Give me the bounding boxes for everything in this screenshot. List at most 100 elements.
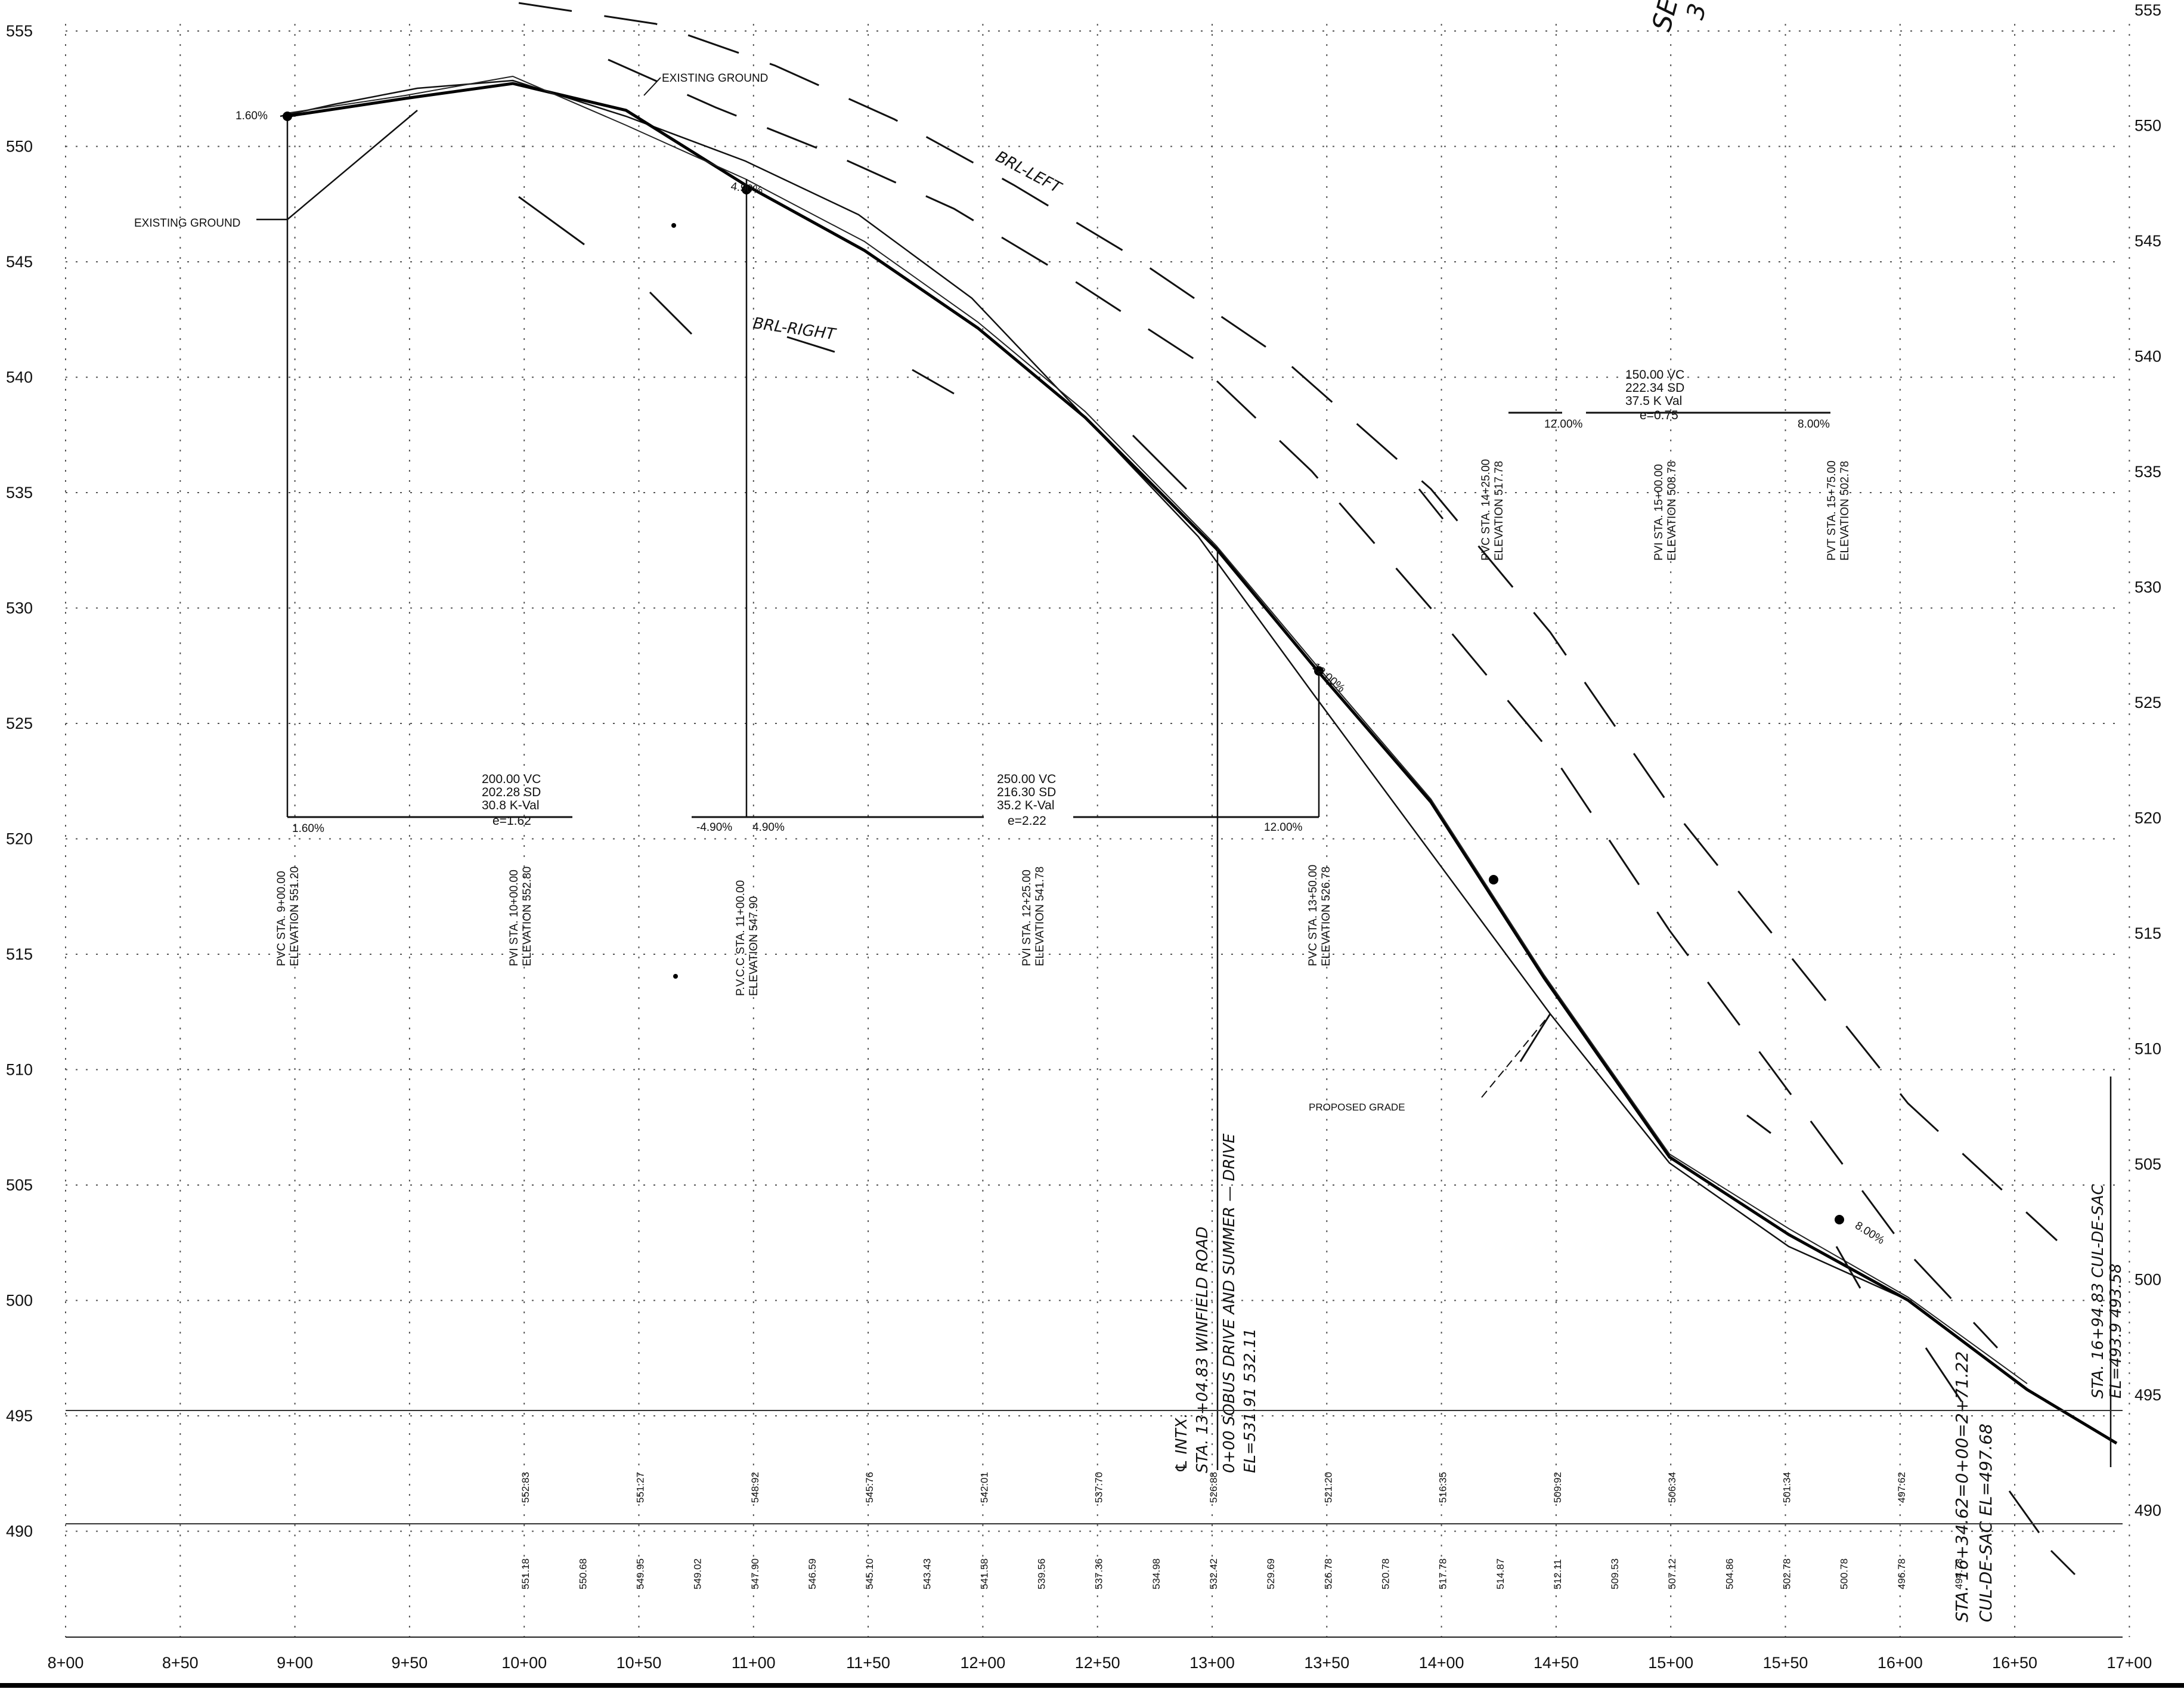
elevation-label-left: 515 [6, 945, 33, 963]
pvi3-elevation: ELEVATION 508.78 [1666, 461, 1678, 561]
station-label: 12+00 [960, 1654, 1005, 1672]
brl-left-line [518, 2, 2058, 1242]
finished-grade-value: 502.78 [1782, 1558, 1793, 1589]
elevation-label-left: 535 [6, 484, 33, 502]
existing-elevation-value: 497.62 [1896, 1472, 1907, 1503]
station-label: 15+00 [1648, 1654, 1693, 1672]
vc-block-2: 250.00 VC 216.30 SD 35.2 K-Val e=2.22 4.… [752, 772, 1303, 834]
elevation-label-left: 505 [6, 1176, 33, 1194]
intx-line-3: 0+00 SOBUS DRIVE AND SUMMER — DRIVE [1220, 1133, 1238, 1473]
finished-grade-value: 547.90 [749, 1558, 761, 1589]
vc1-length: 200.00 VC [482, 772, 541, 786]
finished-grade-value: 549.95 [635, 1558, 646, 1589]
finished-grade-value: 543.43 [921, 1558, 933, 1589]
station-label: 13+50 [1304, 1654, 1349, 1672]
finished-grade-value: 529.69 [1265, 1558, 1277, 1589]
elevation-label-right: 520 [2135, 809, 2161, 827]
intx-line-4: EL=531.91 532.11 [1241, 1328, 1259, 1473]
elevation-label-right: 490 [2135, 1502, 2161, 1520]
grade-4-90-top: 4.90% [730, 180, 763, 197]
pvi3-callout: PVI STA. 15+00.00 ELEVATION 508.78 [1653, 461, 1678, 561]
existing-ground-top-leader [643, 77, 661, 96]
vc3-length: 150.00 VC [1625, 368, 1684, 382]
vc1-e: e=1.62 [492, 814, 531, 828]
pvc3-station: PVC STA. 14+25.00 [1480, 459, 1492, 561]
pvi1-callout: PVI STA. 10+00.00 ELEVATION 552.80 [508, 867, 534, 966]
vc1-grade-out: -4.90% [696, 821, 732, 834]
vc2-sd: 216.30 SD [997, 785, 1056, 799]
station-label: 11+50 [846, 1654, 890, 1672]
vc-dimension-lines [287, 412, 1830, 818]
elevation-label-left: 530 [6, 599, 33, 617]
culdesac-begin-annotation: STA. 16+34.62=0+00=2+71.22 CUL-DE-SAC EL… [1952, 1351, 1996, 1622]
elevation-label-right: 525 [2135, 694, 2161, 712]
finished-grade-value: 500.78 [1839, 1558, 1850, 1589]
pvc3-elevation: ELEVATION 517.78 [1493, 461, 1505, 561]
pvi1-station: PVI STA. 10+00.00 [508, 870, 521, 966]
vc1-sd: 202.28 SD [482, 785, 541, 799]
pvcc-callout: P.V.C.C STA. 11+00.00 ELEVATION 547.90 [735, 880, 760, 996]
station-label: 8+50 [162, 1654, 199, 1672]
vc2-grade-in: 4.90% [752, 821, 785, 834]
finished-grade-value: 537.36 [1093, 1558, 1105, 1589]
existing-elevation-value: 509.92 [1552, 1472, 1563, 1503]
elevation-label-left: 555 [6, 22, 33, 40]
elevation-label-left: 540 [6, 369, 33, 386]
pvc1-callout: PVC STA. 9+00.00 ELEVATION 551.20 [275, 867, 301, 966]
existing-elevations-column: 552.83 551.27 548.92 545.76 542.01 537.70 526.… [520, 1472, 1907, 1503]
proposed-grade-leader [1481, 1013, 1551, 1098]
pvc1-elevation: ELEVATION 551.20 [289, 867, 301, 966]
corner-mark-line1: SE [1646, 0, 1684, 35]
station-label: 12+50 [1075, 1654, 1120, 1672]
elevation-label-left: 520 [6, 830, 33, 848]
pvt3-station: PVT STA. 15+75.00 [1826, 460, 1838, 561]
finished-grade-value: 494.78 [1953, 1558, 1965, 1589]
vc-block-1: 200.00 VC 202.28 SD 30.8 K-Val e=1.62 1.… [292, 772, 732, 835]
vc2-e: e=2.22 [1008, 814, 1046, 828]
existing-elevation-value: 537.70 [1093, 1472, 1105, 1503]
existing-ground-left-label: EXISTING GROUND [134, 217, 240, 230]
elevation-label-right: 530 [2135, 579, 2161, 596]
station-label: 13+00 [1189, 1654, 1235, 1672]
elevation-label-left: 550 [6, 138, 33, 156]
finished-grade-value: 504.86 [1724, 1558, 1735, 1589]
station-label: 17+00 [2106, 1654, 2152, 1672]
elevation-label-right: 540 [2135, 348, 2161, 366]
elevation-label-right: 555 [2135, 1, 2161, 19]
pvc2-elevation: ELEVATION 526.78 [1320, 867, 1333, 966]
finished-grade-value: 526.78 [1322, 1558, 1334, 1589]
station-label: 16+00 [1878, 1654, 1923, 1672]
station-label: 9+00 [277, 1654, 313, 1672]
pvcc-elevation: ELEVATION 547.90 [748, 896, 760, 996]
finished-grade-value: 517.78 [1438, 1558, 1449, 1589]
vc3-sd: 222.34 SD [1625, 381, 1684, 395]
intersection-annotation: ℄ INTX. STA. 13+04.83 WINFIELD ROAD 0+00… [1173, 1133, 1259, 1473]
finished-grade-value: 507.12 [1666, 1558, 1678, 1589]
station-label: 11+00 [732, 1654, 776, 1672]
finished-grade-value: 532.42 [1208, 1558, 1219, 1589]
proposed-grade-label: PROPOSED GRADE [1309, 1102, 1405, 1113]
elevation-label-right: 535 [2135, 463, 2161, 481]
profile-points [283, 112, 1844, 1224]
grade-companion-line [286, 75, 2028, 1384]
elevation-label-left: 510 [6, 1061, 33, 1079]
grid [65, 24, 2130, 1637]
elevation-label-left: 500 [6, 1292, 33, 1310]
existing-elevation-value: 552.83 [520, 1472, 531, 1503]
vc3-grade-in: 12.00% [1544, 418, 1583, 431]
elevation-label-left: 495 [6, 1407, 33, 1425]
elevation-label-right: 545 [2135, 232, 2161, 250]
station-label: 10+00 [501, 1654, 547, 1672]
pvt3-callout: PVT STA. 15+75.00 ELEVATION 502.78 [1826, 460, 1851, 561]
existing-ground-top-label: EXISTING GROUND [662, 72, 768, 85]
brl-left-label: BRL-LEFT [993, 148, 1065, 198]
pvc1-station: PVC STA. 9+00.00 [275, 871, 288, 966]
existing-elevation-value: 545.76 [864, 1472, 875, 1503]
existing-elevation-value: 548.92 [749, 1472, 761, 1503]
existing-elevation-value: 542.01 [978, 1472, 990, 1503]
pvi3-station: PVI STA. 15+00.00 [1653, 464, 1665, 561]
vc1-grade-in: 1.60% [292, 822, 324, 835]
finished-grade-value: 550.68 [577, 1558, 588, 1589]
station-label: 9+50 [391, 1654, 427, 1672]
